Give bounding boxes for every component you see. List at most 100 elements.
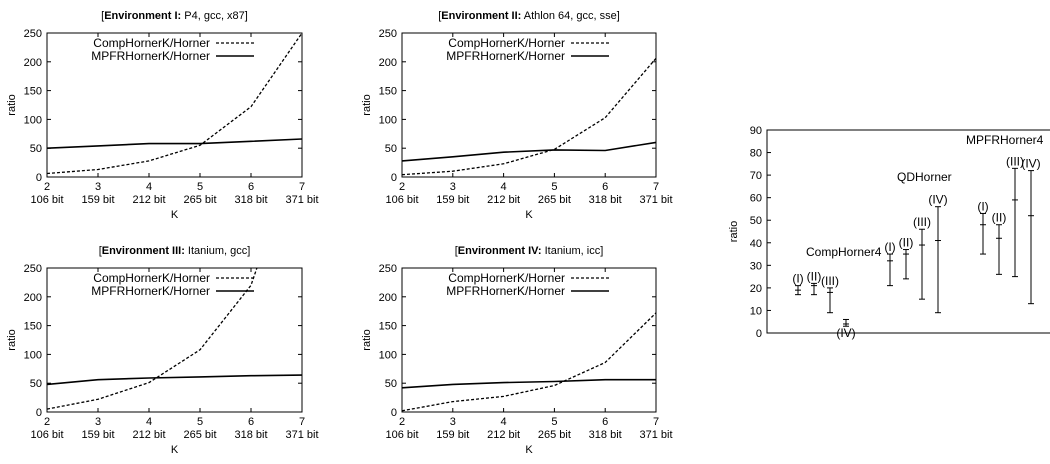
x-tick-label: 2: [399, 416, 405, 428]
x-tick-sublabel: 265 bit: [538, 429, 571, 441]
y-tick-label: 50: [385, 378, 397, 390]
title-bracket: [: [455, 245, 458, 257]
x-tick-sublabel: 371 bit: [639, 429, 672, 441]
x-tick-sublabel: 106 bit: [30, 429, 63, 441]
y-axis-label: ratio: [6, 329, 18, 350]
y-tick-label: 90: [750, 125, 762, 137]
y-axis-label: ratio: [6, 94, 18, 115]
x-axis-label: K: [525, 209, 533, 221]
title-config: P4, gcc, x87]: [181, 10, 248, 22]
x-tick-label: 2: [399, 181, 405, 193]
x-tick-label: 5: [197, 416, 203, 428]
y-tick-label: 200: [24, 57, 42, 69]
y-tick-label: 0: [391, 172, 397, 184]
title-environment: Environment III:: [102, 245, 185, 257]
x-tick-label: 3: [95, 416, 101, 428]
line-chart-2: [Environment II: Athlon 64, gcc, sse] 0 50…: [361, 10, 673, 221]
x-tick-label: 5: [551, 416, 557, 428]
y-tick-label: 20: [750, 283, 762, 295]
error-bar-label: (I): [884, 240, 895, 254]
y-tick-label: 250: [24, 28, 42, 40]
title-environment: Environment IV:: [458, 245, 542, 257]
x-tick-sublabel: 159 bit: [436, 429, 469, 441]
legend-label: MPFRHornerK/Horner: [91, 284, 210, 298]
error-bar-label: (I): [977, 199, 988, 213]
x-tick-label: 2: [44, 416, 50, 428]
x-tick-sublabel: 371 bit: [639, 194, 672, 206]
error-bar-label: (IV): [1021, 157, 1040, 171]
x-tick-label: 4: [501, 416, 507, 428]
x-tick-sublabel: 371 bit: [285, 194, 318, 206]
errorbar-group-3: MPFRHorner4 (I) (II) (III)(IV): [966, 133, 1044, 305]
error-bar-label: (II): [992, 211, 1007, 225]
group-label: MPFRHorner4: [966, 133, 1044, 147]
x-axis-label: K: [171, 444, 179, 456]
y-tick-label: 150: [379, 321, 397, 333]
y-tick-label: 0: [36, 407, 42, 419]
x-tick-label: 4: [146, 181, 152, 193]
x-tick-label: 3: [450, 181, 456, 193]
chart-title: [Environment I: P4, gcc, x87]: [101, 10, 248, 22]
chart-title: [Environment IV: Itanium, icc]: [455, 245, 604, 257]
title-config: Itanium, gcc]: [185, 245, 250, 257]
x-tick-sublabel: 265 bit: [538, 194, 571, 206]
errorbar-group-2: QDHorner (I) (II) (III) (IV): [884, 170, 952, 314]
y-tick-label: 100: [379, 114, 397, 126]
x-tick-sublabel: 318 bit: [234, 194, 267, 206]
error-bar-label: (I): [792, 272, 803, 286]
y-tick-label: 150: [24, 86, 42, 98]
plot-frame: [46, 267, 303, 413]
x-tick-label: 3: [95, 181, 101, 193]
x-tick-label: 4: [501, 181, 507, 193]
x-tick-sublabel: 212 bit: [132, 194, 165, 206]
y-tick-label: 200: [379, 292, 397, 304]
x-tick-sublabel: 212 bit: [487, 194, 520, 206]
y-tick-label: 150: [379, 86, 397, 98]
line-chart-4: [Environment IV: Itanium, icc] 0 50 100 150 2…: [361, 245, 673, 456]
plot-frame: [766, 129, 1050, 334]
error-bar-label: (III): [821, 274, 839, 288]
x-tick-label: 2: [44, 181, 50, 193]
plot-frame: [401, 32, 657, 178]
line-chart-3: [Environment III: Itanium, gcc] 0 50 100 150…: [6, 245, 319, 456]
y-tick-label: 0: [36, 172, 42, 184]
group-label: QDHorner: [897, 170, 952, 184]
y-tick-label: 0: [756, 328, 762, 340]
error-bar-label: (II): [899, 236, 914, 250]
y-tick-label: 50: [30, 378, 42, 390]
series-line-mpfrhorner: [402, 141, 656, 162]
title-environment: Environment II:: [441, 10, 521, 22]
x-axis-label: K: [525, 444, 533, 456]
x-tick-label: 7: [653, 181, 659, 193]
x-tick-sublabel: 265 bit: [183, 194, 216, 206]
title-bracket: [: [101, 10, 104, 22]
x-tick-label: 6: [248, 181, 254, 193]
y-tick-label: 80: [750, 148, 762, 160]
x-tick-sublabel: 318 bit: [234, 429, 267, 441]
title-environment: Environment I:: [104, 10, 181, 22]
y-tick-label: 40: [750, 238, 762, 250]
series-line-mpfrhorner: [47, 374, 302, 386]
y-axis-label: ratio: [728, 221, 740, 242]
x-tick-label: 3: [450, 416, 456, 428]
title-config: Itanium, icc]: [542, 245, 604, 257]
series-line-mpfrhorner: [402, 378, 656, 389]
x-tick-sublabel: 212 bit: [132, 429, 165, 441]
y-tick-label: 250: [379, 263, 397, 275]
x-tick-sublabel: 318 bit: [589, 429, 622, 441]
x-tick-sublabel: 212 bit: [487, 429, 520, 441]
x-tick-label: 4: [146, 416, 152, 428]
x-tick-label: 6: [248, 416, 254, 428]
x-tick-sublabel: 159 bit: [81, 194, 114, 206]
y-tick-label: 70: [750, 170, 762, 182]
y-tick-label: 50: [30, 143, 42, 155]
legend-label: MPFRHornerK/Horner: [446, 284, 565, 298]
series-line-comphorner: [47, 268, 258, 410]
x-tick-label: 6: [602, 416, 608, 428]
x-tick-label: 7: [299, 181, 305, 193]
y-tick-label: 150: [24, 321, 42, 333]
x-tick-label: 7: [653, 416, 659, 428]
x-tick-sublabel: 371 bit: [285, 429, 318, 441]
x-tick-label: 5: [197, 181, 203, 193]
